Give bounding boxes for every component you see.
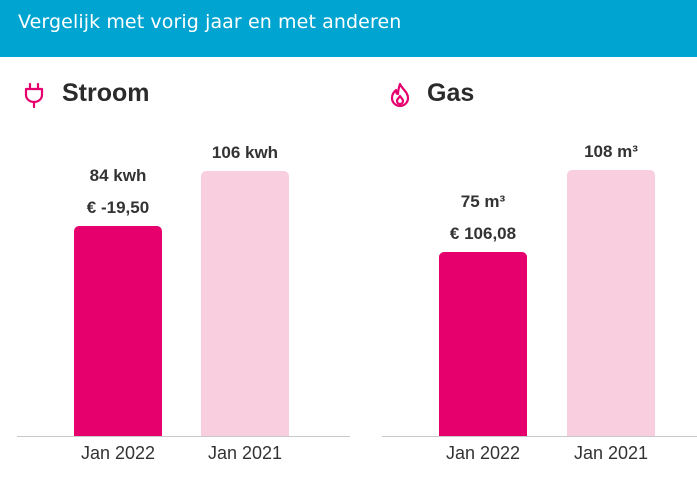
gas-panel: Gas 75 m³ € 106,08 108 m³ Jan 2022 Jan 2… bbox=[350, 57, 697, 484]
page-header: Vergelijk met vorig jaar en met anderen bbox=[0, 0, 697, 57]
stroom-category-jan-2021: Jan 2021 bbox=[207, 443, 283, 463]
page-title: Vergelijk met vorig jaar en met anderen bbox=[18, 11, 402, 33]
gas-value-label-jan-2022: 75 m³ bbox=[460, 192, 506, 211]
stroom-value-label-jan-2021: 106 kwh bbox=[211, 143, 279, 162]
stroom-category-jan-2022: Jan 2022 bbox=[80, 443, 156, 463]
stroom-baseline bbox=[17, 436, 350, 437]
stroom-panel: Stroom 84 kwh € -19,50 106 kwh Jan 2022 … bbox=[0, 57, 350, 484]
stroom-bar-jan-2022 bbox=[74, 226, 162, 436]
plug-icon bbox=[22, 82, 46, 109]
stroom-title: Stroom bbox=[62, 79, 150, 107]
gas-value-label-jan-2021: 108 m³ bbox=[584, 142, 638, 161]
stroom-bar-jan-2021 bbox=[201, 171, 289, 436]
flame-icon bbox=[388, 82, 412, 108]
stroom-value-label-jan-2022: 84 kwh bbox=[89, 166, 147, 185]
gas-category-jan-2022: Jan 2022 bbox=[445, 443, 521, 463]
gas-bar-jan-2021 bbox=[567, 170, 655, 436]
gas-title: Gas bbox=[427, 79, 475, 107]
stroom-cost-label-jan-2022: € -19,50 bbox=[86, 198, 150, 217]
gas-baseline bbox=[382, 436, 697, 437]
gas-bar-jan-2022 bbox=[439, 252, 527, 436]
gas-cost-label-jan-2022: € 106,08 bbox=[449, 224, 517, 243]
gas-category-jan-2021: Jan 2021 bbox=[573, 443, 649, 463]
